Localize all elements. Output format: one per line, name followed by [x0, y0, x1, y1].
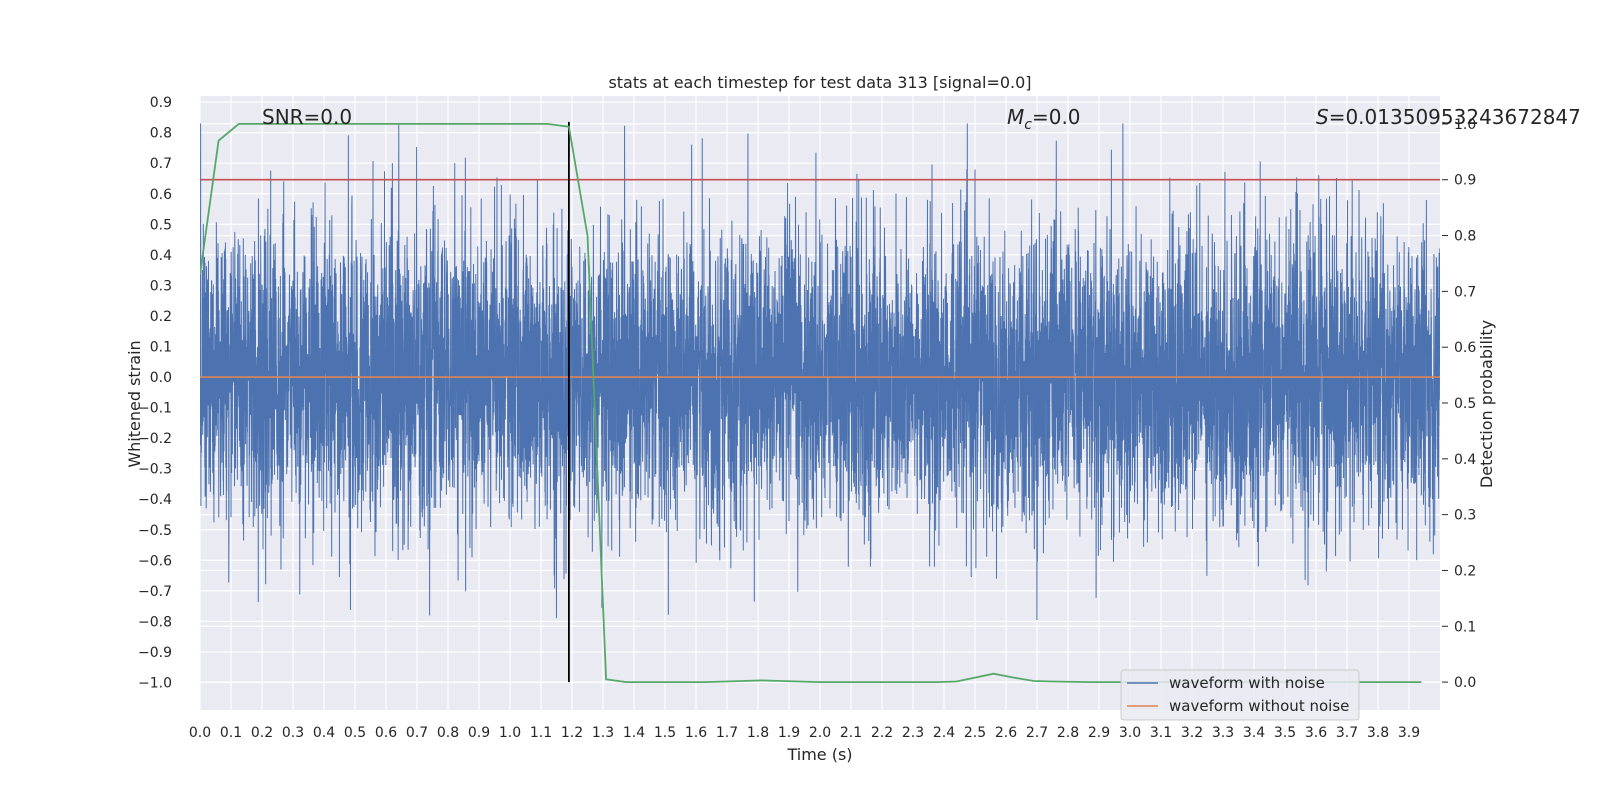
x-tick-label: 0.5	[344, 725, 366, 741]
mc-value: =0.0	[1032, 105, 1081, 129]
y-tick-label: −0.3	[138, 462, 172, 478]
x-tick-label: 0.8	[437, 725, 459, 741]
x-axis-label: Time (s)	[786, 745, 852, 764]
y-tick-label: −0.6	[138, 553, 172, 569]
x-tick-label: 1.9	[778, 725, 800, 741]
x-tick-labels: 0.0 0.1 0.2 0.3 0.4 0.5 0.6 0.7 0.8 0.9 1.0 1.1 1.2 1…	[189, 725, 1420, 741]
mc-annotation: Mc=0.0	[1007, 105, 1081, 133]
y2-tick-label: 0.9	[1454, 173, 1476, 189]
legend-label-noise: waveform with noise	[1169, 674, 1325, 692]
x-tick-label: 2.3	[902, 725, 924, 741]
x-tick-label: 3.9	[1398, 725, 1420, 741]
y2-tick-label: 0.1	[1454, 619, 1476, 635]
y-tick-label: −0.8	[138, 614, 172, 630]
y2-tick-label: 0.8	[1454, 229, 1476, 245]
x-tick-label: 2.6	[995, 725, 1017, 741]
legend-label-clean: waveform without noise	[1169, 697, 1349, 715]
y-tick-label: −0.5	[138, 523, 172, 539]
x-tick-label: 3.7	[1336, 725, 1358, 741]
x-tick-label: 2.2	[871, 725, 893, 741]
x-tick-label: 1.6	[685, 725, 707, 741]
x-tick-label: 3.0	[1119, 725, 1141, 741]
y-tick-label: −0.7	[138, 584, 172, 600]
y2-tick-label: 0.5	[1454, 396, 1476, 412]
s-symbol: S	[1316, 105, 1329, 129]
y-tick-label: 0.5	[150, 217, 172, 233]
x-tick-label: 3.4	[1243, 725, 1265, 741]
x-tick-label: 1.2	[561, 725, 583, 741]
mc-symbol: M	[1007, 105, 1024, 129]
y-tick-label: −0.1	[138, 401, 172, 417]
y2-tick-label: 0.3	[1454, 508, 1476, 524]
y-tick-label: −0.2	[138, 431, 172, 447]
x-tick-label: 0.4	[313, 725, 335, 741]
y-tick-label: 0.2	[150, 309, 172, 325]
x-tick-label: 1.0	[499, 725, 521, 741]
x-tick-label: 2.5	[964, 725, 986, 741]
x-tick-label: 2.9	[1088, 725, 1110, 741]
x-tick-label: 1.8	[747, 725, 769, 741]
y-axis-label: Whitened strain	[125, 340, 144, 467]
x-tick-label: 2.4	[933, 725, 955, 741]
y2-tick-label: 0.0	[1454, 675, 1476, 691]
y2-axis-label: Detection probability	[1477, 320, 1496, 488]
y-tick-label: 0.7	[150, 156, 172, 172]
y-tick-labels: 0.9 0.8 0.7 0.6 0.5 0.4 0.3 0.2 0.1 0.0 −0.1 −0.2 −0…	[138, 95, 172, 691]
x-tick-label: 1.3	[592, 725, 614, 741]
x-tick-label: 3.6	[1305, 725, 1327, 741]
x-tick-label: 1.1	[530, 725, 552, 741]
y2-tick-labels: 0.0 0.1 0.2 0.3 0.4 0.5 0.6 0.7 0.8 0.9 1.0	[1442, 117, 1476, 691]
x-tick-label: 0.9	[468, 725, 490, 741]
chart-title: stats at each timestep for test data 313…	[608, 73, 1031, 92]
y-tick-label: 0.0	[150, 370, 172, 386]
mc-subscript: c	[1024, 117, 1032, 133]
x-tick-label: 3.2	[1181, 725, 1203, 741]
y-tick-label: −0.9	[138, 645, 172, 661]
noise-waveform-line	[200, 123, 1440, 620]
y-tick-label: 0.3	[150, 278, 172, 294]
plot-marks	[200, 121, 1440, 683]
s-value: =0.01350953243672847	[1329, 105, 1581, 129]
x-tick-label: 1.4	[623, 725, 645, 741]
s-annotation: S=0.01350953243672847	[1316, 105, 1581, 129]
x-tick-label: 2.1	[840, 725, 862, 741]
x-tick-label: 3.5	[1274, 725, 1296, 741]
x-tick-label: 2.0	[809, 725, 831, 741]
x-tick-label: 0.6	[375, 725, 397, 741]
snr-annotation: SNR=0.0	[262, 105, 352, 129]
x-tick-label: 0.1	[220, 725, 242, 741]
y2-tick-label: 0.7	[1454, 284, 1476, 300]
x-tick-label: 0.2	[251, 725, 273, 741]
y-tick-label: 0.9	[150, 95, 172, 111]
y-tick-label: −1.0	[138, 676, 172, 692]
y-tick-label: 0.8	[150, 126, 172, 142]
x-tick-label: 0.3	[282, 725, 304, 741]
y2-tick-label: 1.0	[1454, 117, 1476, 133]
x-tick-label: 3.8	[1367, 725, 1389, 741]
y2-tick-label: 0.6	[1454, 340, 1476, 356]
x-tick-label: 2.7	[1026, 725, 1048, 741]
detection-probability-line	[200, 123, 1422, 683]
x-tick-label: 1.7	[716, 725, 738, 741]
x-tick-label: 2.8	[1057, 725, 1079, 741]
legend-box	[1120, 669, 1360, 721]
x-tick-label: 3.3	[1212, 725, 1234, 741]
x-tick-label: 0.7	[406, 725, 428, 741]
x-tick-label: 0.0	[189, 725, 211, 741]
x-tick-label: 1.5	[654, 725, 676, 741]
y2-tick-label: 0.4	[1454, 452, 1476, 468]
y-tick-label: 0.1	[150, 339, 172, 355]
x-tick-label: 3.1	[1150, 725, 1172, 741]
y-tick-label: 0.4	[150, 248, 172, 264]
y-tick-label: −0.4	[138, 492, 172, 508]
y-tick-label: 0.6	[150, 187, 172, 203]
legend: waveform with noise waveform without noi…	[1120, 669, 1360, 721]
y2-tick-label: 0.2	[1454, 563, 1476, 579]
